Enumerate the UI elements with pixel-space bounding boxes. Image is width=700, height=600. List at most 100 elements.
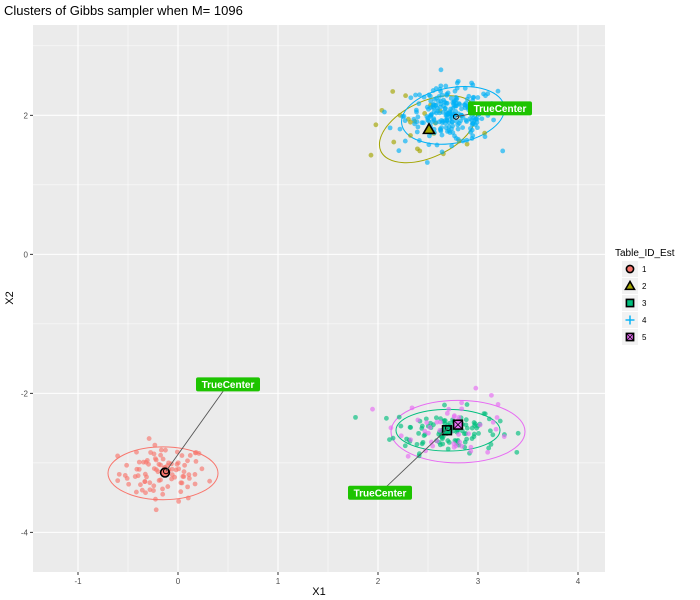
data-point-4 [482, 134, 488, 140]
data-point-3 [440, 436, 445, 442]
data-point-5 [468, 448, 474, 454]
annotation-label-box [196, 377, 260, 392]
data-point-3 [419, 426, 425, 431]
data-point-1 [193, 450, 199, 455]
data-point-1 [187, 453, 193, 458]
data-point-4 [428, 98, 434, 104]
data-point-3 [423, 416, 429, 422]
data-point-5 [409, 405, 415, 411]
data-point-1 [185, 495, 191, 501]
data-point-4 [446, 128, 452, 134]
data-point-4 [400, 114, 406, 119]
data-point-4 [450, 123, 456, 129]
data-point-1 [115, 453, 121, 459]
data-point-5 [456, 414, 462, 420]
data-point-4 [431, 102, 437, 107]
data-point-4 [455, 126, 461, 132]
data-point-4 [462, 102, 468, 108]
data-point-4 [456, 120, 462, 126]
data-point-1 [134, 449, 139, 455]
data-point-1 [153, 496, 158, 502]
data-point-4 [382, 109, 387, 115]
data-point-2 [408, 133, 413, 138]
data-point-4 [495, 88, 501, 94]
annotation-label: TrueCenter [474, 104, 527, 115]
data-point-5 [434, 438, 440, 444]
data-point-4 [427, 133, 432, 139]
data-point-5 [422, 428, 428, 434]
legend-label-3: 3 [642, 299, 647, 308]
data-point-4 [424, 160, 430, 165]
data-point-5 [495, 402, 501, 407]
x-tick-label: -1 [74, 577, 82, 586]
data-point-1 [116, 471, 122, 477]
data-point-1 [192, 481, 198, 487]
data-point-4 [453, 135, 459, 141]
legend-key-2-mark [624, 279, 636, 291]
legend-key-1 [625, 264, 635, 274]
data-point-4 [417, 92, 422, 98]
data-point-5 [459, 406, 465, 412]
data-point-1 [192, 472, 198, 477]
y-axis-ticks: -4 -2 0 2 [21, 111, 33, 537]
data-point-3 [437, 442, 443, 448]
data-point-3 [419, 441, 425, 447]
data-point-2 [390, 89, 396, 94]
data-point-5 [485, 449, 491, 455]
data-point-1 [136, 459, 142, 465]
data-point-3 [428, 420, 433, 426]
data-point-3 [442, 402, 447, 408]
data-point-1 [186, 472, 192, 478]
data-point-4 [459, 106, 464, 112]
estimated-center-2 [422, 122, 436, 135]
data-point-4 [483, 93, 488, 99]
data-point-4 [408, 95, 414, 101]
legend: Table_ID_Est 1 2 3 4 5 [615, 248, 675, 345]
data-point-3 [414, 441, 420, 447]
data-point-5 [415, 417, 421, 423]
data-point-4 [438, 67, 444, 73]
data-point-3 [438, 416, 443, 422]
data-point-5 [501, 434, 507, 439]
data-point-2 [417, 148, 423, 154]
data-point-4 [470, 95, 476, 101]
y-tick-label: 0 [24, 250, 29, 259]
legend-key-3-mark [625, 298, 635, 308]
data-point-3 [490, 432, 496, 438]
data-point-4 [415, 124, 421, 130]
data-points [115, 67, 521, 513]
data-point-1 [151, 483, 157, 489]
data-point-1 [166, 460, 172, 466]
data-point-3 [464, 425, 470, 431]
data-point-1 [124, 462, 130, 468]
data-point-1 [126, 481, 132, 487]
data-point-5 [490, 419, 496, 425]
data-point-1 [142, 471, 148, 477]
data-point-1 [139, 487, 145, 493]
data-point-4 [453, 94, 459, 100]
data-point-3 [387, 437, 392, 443]
cluster-ellipse-5 [390, 399, 526, 464]
data-point-1 [134, 466, 140, 472]
annotation-label: TrueCenter [354, 488, 407, 499]
data-point-4 [421, 94, 427, 100]
data-point-5 [438, 419, 443, 425]
y-axis-title: X2 [4, 291, 16, 304]
data-point-4 [413, 92, 418, 98]
data-point-1 [185, 458, 190, 464]
data-point-3 [447, 420, 453, 426]
data-point-4 [491, 117, 496, 123]
data-point-1 [158, 462, 163, 468]
chart-title: Clusters of Gibbs sampler when M= 1096 [4, 3, 243, 18]
data-point-3 [481, 411, 487, 416]
x-tick-label: 2 [376, 577, 381, 586]
data-point-1 [207, 478, 213, 484]
data-point-4 [431, 117, 437, 123]
legend-label-2: 2 [642, 282, 647, 291]
data-point-2 [482, 130, 488, 136]
data-point-3 [445, 438, 451, 444]
estimated-center-2-mark [422, 122, 436, 135]
data-point-4 [402, 118, 408, 124]
data-point-4 [469, 136, 475, 141]
data-point-1 [175, 460, 181, 466]
